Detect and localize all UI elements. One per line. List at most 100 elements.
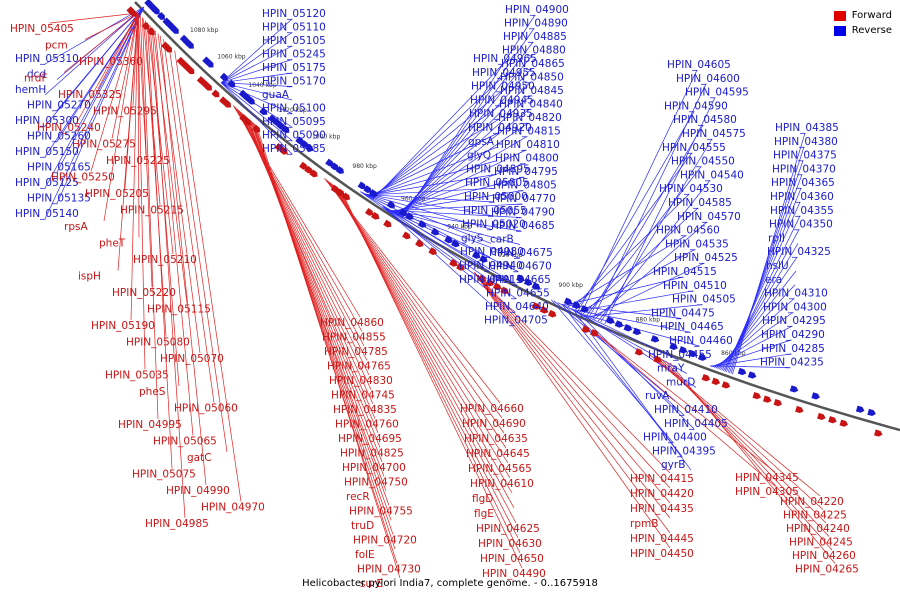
forward-gene-feature (365, 207, 374, 216)
reverse-gene-label: HPIN_04945 (470, 94, 534, 106)
reverse-gene-label: HPIN_04460 (669, 335, 733, 347)
reverse-label-leader (221, 82, 293, 128)
forward-label-leader (142, 17, 159, 420)
reverse-gene-label: HPIN_05260 (27, 131, 91, 143)
reverse-gene-label: HPIN_05140 (15, 208, 79, 220)
reverse-label-leader (362, 192, 493, 230)
reverse-gene-label: HPIN_05310 (15, 53, 79, 65)
reverse-gene-label: HPIN_04510 (663, 280, 727, 292)
reverse-gene-label: glyS (461, 232, 484, 244)
forward-label-leader (117, 12, 139, 271)
reverse-gene-feature (295, 136, 304, 145)
forward-gene-label: HPIN_05190 (91, 320, 155, 332)
reverse-label-leader (715, 298, 795, 369)
reverse-gene-feature (157, 11, 165, 20)
reverse-label-leader (221, 32, 293, 83)
forward-label-leader (157, 33, 201, 354)
forward-gene-feature (839, 419, 849, 427)
forward-label-leader (144, 20, 167, 337)
forward-gene-label: HPIN_05035 (105, 370, 169, 382)
reverse-label-leader (369, 118, 500, 198)
reverse-label-leader (382, 205, 515, 326)
reverse-gene-feature (369, 189, 378, 197)
reverse-label-leader (712, 325, 793, 368)
forward-gene-label: HPIN_05205 (85, 188, 149, 200)
reverse-label-leader (597, 180, 711, 322)
reverse-gene-label: HPIN_04900 (505, 4, 569, 16)
forward-gene-feature (223, 99, 232, 108)
reverse-label-leader (221, 82, 293, 155)
reverse-label-leader (600, 138, 713, 323)
reverse-gene-feature (855, 405, 865, 413)
reverse-gene-label: HPIN_04705 (484, 315, 548, 327)
scale-tick-label: 1040 kbp (248, 82, 276, 89)
forward-gene-feature (341, 192, 351, 201)
label-leaders (44, 6, 836, 579)
forward-gene-label: HPIN_04260 (792, 550, 856, 562)
forward-gene-label: HPIN_04765 (327, 361, 391, 373)
reverse-gene-label: HPIN_04770 (492, 193, 556, 205)
reverse-gene-label: HPIN_04810 (496, 139, 560, 151)
reverse-gene-label: HPIN_04845 (500, 85, 564, 97)
reverse-gene-feature (227, 79, 236, 88)
reverse-label-leader (370, 91, 502, 199)
reverse-gene-label: HPIN_05150 (15, 146, 79, 158)
forward-gene-label: HPIN_05075 (132, 469, 196, 481)
reverse-gene-feature (272, 117, 281, 126)
reverse-gene-feature (444, 235, 453, 244)
reverse-gene-label: HPIN_04530 (659, 183, 723, 195)
reverse-label-leader (397, 95, 531, 216)
forward-gene-feature (336, 188, 345, 197)
forward-gene-label: gatC (187, 452, 212, 464)
reverse-label-leader (394, 136, 528, 215)
forward-gene-label: HPIN_04345 (735, 472, 799, 484)
forward-gene-feature (762, 395, 772, 403)
reverse-gene-feature (479, 255, 488, 263)
reverse-label-leader (371, 77, 503, 200)
forward-gene-label: flgD (472, 493, 493, 505)
forward-gene-feature (581, 325, 591, 333)
forward-gene-feature (752, 391, 761, 400)
forward-gene-feature (773, 399, 783, 407)
reverse-gene-label: rplI (768, 232, 785, 244)
reverse-gene-label: HPIN_04800 (495, 153, 559, 165)
forward-gene-feature (428, 247, 437, 255)
forward-label-leader (247, 118, 387, 492)
forward-gene-label: HPIN_04630 (478, 538, 542, 550)
forward-gene-label: recR (346, 491, 370, 503)
reverse-gene-label: HPIN_04400 (643, 432, 707, 444)
reverse-gene-label: HPIN_05005 (465, 177, 529, 189)
forward-gene-label: HPIN_05115 (147, 304, 211, 316)
forward-label-leader (669, 362, 836, 564)
forward-gene-label: folE (355, 549, 375, 561)
legend-forward-label: Forward (851, 10, 892, 21)
forward-gene-feature (330, 184, 339, 193)
reverse-label-leader (372, 63, 504, 200)
genome-backbone (134, 1, 900, 432)
reverse-gene-feature (205, 59, 214, 68)
forward-gene-label: HPIN_05070 (160, 353, 224, 365)
forward-gene-feature (500, 286, 509, 295)
forward-gene-feature (701, 374, 711, 382)
reverse-label-leader (573, 309, 692, 471)
reverse-gene-label: HPIN_05105 (262, 35, 326, 47)
forward-label-leader (111, 12, 139, 139)
forward-gene-feature (239, 113, 248, 122)
reverse-label-leader (396, 109, 530, 216)
reverse-gene-label: HPIN_04675 (489, 247, 553, 259)
reverse-gene-label: HPIN_04980 (460, 246, 524, 258)
reverse-gene-feature (281, 125, 290, 134)
forward-gene-label: HPIN_04610 (470, 478, 534, 490)
scale-tick-label: 1020 kbp (279, 107, 307, 114)
forward-gene-label: nrdF (24, 73, 48, 85)
forward-label-leader (84, 12, 139, 40)
forward-gene-label: HPIN_04855 (322, 332, 386, 344)
forward-gene-feature (402, 231, 411, 240)
forward-gene-label: HPIN_04220 (780, 496, 844, 508)
forward-label-leader (168, 44, 228, 453)
reverse-gene-label: HPIN_04560 (656, 225, 720, 237)
reverse-label-leader (56, 6, 145, 204)
reverse-gene-label: HPIN_04350 (769, 219, 833, 231)
reverse-gene-feature (563, 297, 573, 306)
forward-gene-label: HPIN_05065 (153, 436, 217, 448)
